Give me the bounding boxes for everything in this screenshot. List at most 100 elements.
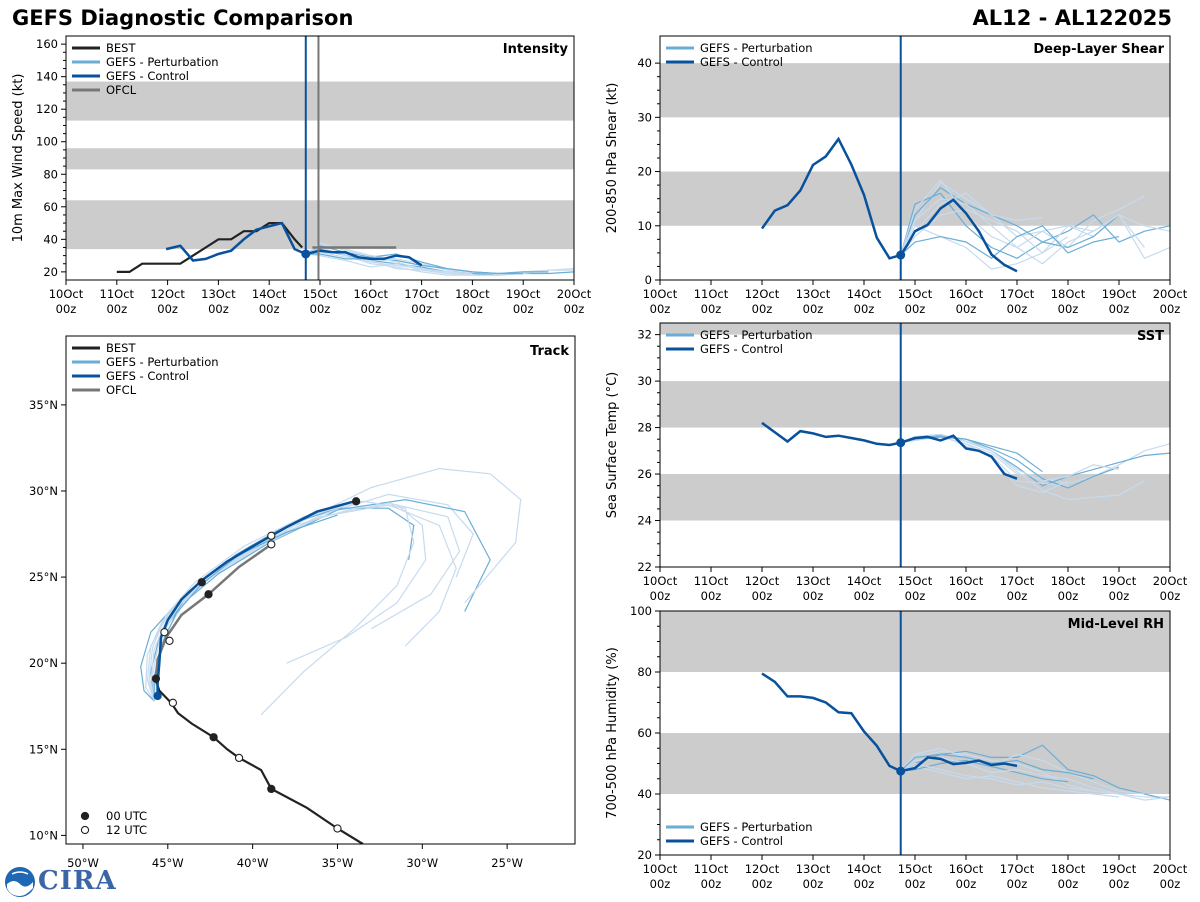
intensity-perturbation-line-8 xyxy=(305,243,473,275)
track-frame xyxy=(65,335,576,845)
intensity-init-marker xyxy=(301,249,311,259)
rh-xtick-label: 20Oct xyxy=(1153,862,1188,876)
sst-perturbation-line-3 xyxy=(900,433,1069,487)
rh-xtick-sublabel: 00z xyxy=(752,877,773,891)
sst-title: SST xyxy=(1137,329,1164,344)
intensity-xtick-sublabel: 00z xyxy=(259,302,280,316)
shear-perturbation-line-2 xyxy=(900,208,1170,260)
intensity-xtick-sublabel: 00z xyxy=(157,302,178,316)
shear-xtick-label: 18Oct xyxy=(1051,287,1086,301)
track-perturbation-line-7 xyxy=(153,514,338,702)
figure-title: GEFS Diagnostic Comparison xyxy=(12,6,354,30)
sst-ylabel: Sea Surface Temp (°C) xyxy=(605,372,620,519)
shear-plot-area xyxy=(660,36,1170,280)
intensity-xtick-label: 14Oct xyxy=(252,287,287,301)
intensity-xtick-sublabel: 00z xyxy=(411,302,432,316)
intensity-legend-label: GEFS - Perturbation xyxy=(106,55,219,69)
rh-xtick-sublabel: 00z xyxy=(1007,877,1028,891)
track-legend2-marker xyxy=(80,811,90,821)
sst-xtick-label: 18Oct xyxy=(1051,574,1086,588)
sst-xtick-sublabel: 00z xyxy=(854,589,875,603)
shear-xtick-sublabel: 00z xyxy=(1160,302,1181,316)
rh-xtick-label: 14Oct xyxy=(847,862,882,876)
intensity-xtick-sublabel: 00z xyxy=(564,302,585,316)
sst-xtick-label: 14Oct xyxy=(847,574,882,588)
track-ytick-label: 30°N xyxy=(29,484,58,498)
sst-xtick-sublabel: 00z xyxy=(1160,589,1181,603)
sst-frame xyxy=(659,322,1171,568)
rh-ytick-label: 80 xyxy=(637,665,652,679)
intensity-ytick-label: 120 xyxy=(36,102,58,116)
track-perturbation-line-3 xyxy=(151,502,461,702)
shear-perturbation-line-0 xyxy=(900,181,1145,256)
intensity-ytick-label: 80 xyxy=(43,167,58,181)
track-time-marker xyxy=(267,540,276,549)
track-time-marker xyxy=(351,497,361,506)
track-legend2-marker xyxy=(80,825,90,835)
sst-ytick-label: 28 xyxy=(637,421,652,435)
rh-xtick-sublabel: 00z xyxy=(905,877,926,891)
intensity-title: Intensity xyxy=(503,42,569,57)
intensity-xtick-sublabel: 00z xyxy=(513,302,534,316)
sst-band-2 xyxy=(660,323,1170,335)
shear-xtick-sublabel: 00z xyxy=(1007,302,1028,316)
track-time-marker xyxy=(197,578,206,587)
rh-perturbation-line-5 xyxy=(900,756,1170,801)
sst-perturbation-line-7 xyxy=(900,436,1043,473)
rh-perturbation-line-1 xyxy=(900,744,1170,801)
track-ytick-label: 25°N xyxy=(29,570,58,584)
intensity-xtick-sublabel: 00z xyxy=(56,302,77,316)
sst-xtick-sublabel: 00z xyxy=(905,589,926,603)
track-ytick-label: 10°N xyxy=(29,828,58,842)
shear-xtick-sublabel: 00z xyxy=(956,302,977,316)
track-time-marker xyxy=(151,674,161,683)
intensity-xtick-sublabel: 00z xyxy=(462,302,483,316)
rh-xtick-sublabel: 00z xyxy=(956,877,977,891)
rh-xtick-label: 10Oct xyxy=(643,862,678,876)
sst-xtick-label: 19Oct xyxy=(1102,574,1137,588)
intensity-perturbation-line-3 xyxy=(305,253,473,276)
track-time-marker xyxy=(168,698,178,707)
shear-perturbation-line-3 xyxy=(900,225,1069,270)
rh-plot-area xyxy=(660,611,1170,855)
rh-perturbation-line-6 xyxy=(900,762,1120,795)
rh-xtick-label: 19Oct xyxy=(1102,862,1137,876)
sst-legend-label: GEFS - Control xyxy=(700,342,783,356)
intensity-ytick-label: 20 xyxy=(43,265,58,279)
shear-xtick-sublabel: 00z xyxy=(1109,302,1130,316)
shear-xtick-label: 11Oct xyxy=(694,287,729,301)
intensity-legend-label: GEFS - Control xyxy=(106,69,189,83)
rh-ytick-label: 60 xyxy=(637,726,652,740)
shear-perturbation-line-8 xyxy=(900,198,1145,265)
sst-perturbation-line-0 xyxy=(900,436,1170,484)
track-ofcl-line xyxy=(154,543,273,679)
track-legend-label: BEST xyxy=(106,341,136,355)
intensity-xtick-label: 17Oct xyxy=(404,287,439,301)
track-perturbation-line-0 xyxy=(146,493,474,702)
shear-ytick-label: 10 xyxy=(637,219,652,233)
intensity-xtick-label: 11Oct xyxy=(100,287,135,301)
intensity-xtick-sublabel: 00z xyxy=(310,302,331,316)
track-perturbation-line-2 xyxy=(145,467,522,702)
shear-xtick-label: 14Oct xyxy=(847,287,882,301)
shear-xtick-sublabel: 00z xyxy=(752,302,773,316)
intensity-band-0 xyxy=(66,200,574,250)
track-xtick-label: 35°W xyxy=(322,856,354,870)
track-ytick-label: 15°N xyxy=(29,742,58,756)
intensity-perturbation-line-5 xyxy=(305,250,448,275)
rh-ylabel: 700-500 hPa Humidity (%) xyxy=(605,647,620,819)
sst-ytick-label: 32 xyxy=(637,328,652,342)
shear-ylabel: 200-850 hPa Shear (kt) xyxy=(605,83,620,234)
intensity-frame xyxy=(65,35,575,281)
sst-init-marker xyxy=(896,438,906,448)
sst-perturbation-line-6 xyxy=(900,433,1120,482)
rh-perturbation-line-7 xyxy=(900,753,1094,780)
track-xtick-label: 25°W xyxy=(491,856,523,870)
sst-ytick-label: 30 xyxy=(637,374,652,388)
track-plot-area xyxy=(140,467,522,844)
shear-xtick-label: 10Oct xyxy=(643,287,678,301)
rh-xtick-sublabel: 00z xyxy=(1058,877,1079,891)
rh-band-0 xyxy=(660,733,1170,794)
rh-perturbation-line-3 xyxy=(900,747,1145,795)
track-time-marker xyxy=(267,531,276,540)
